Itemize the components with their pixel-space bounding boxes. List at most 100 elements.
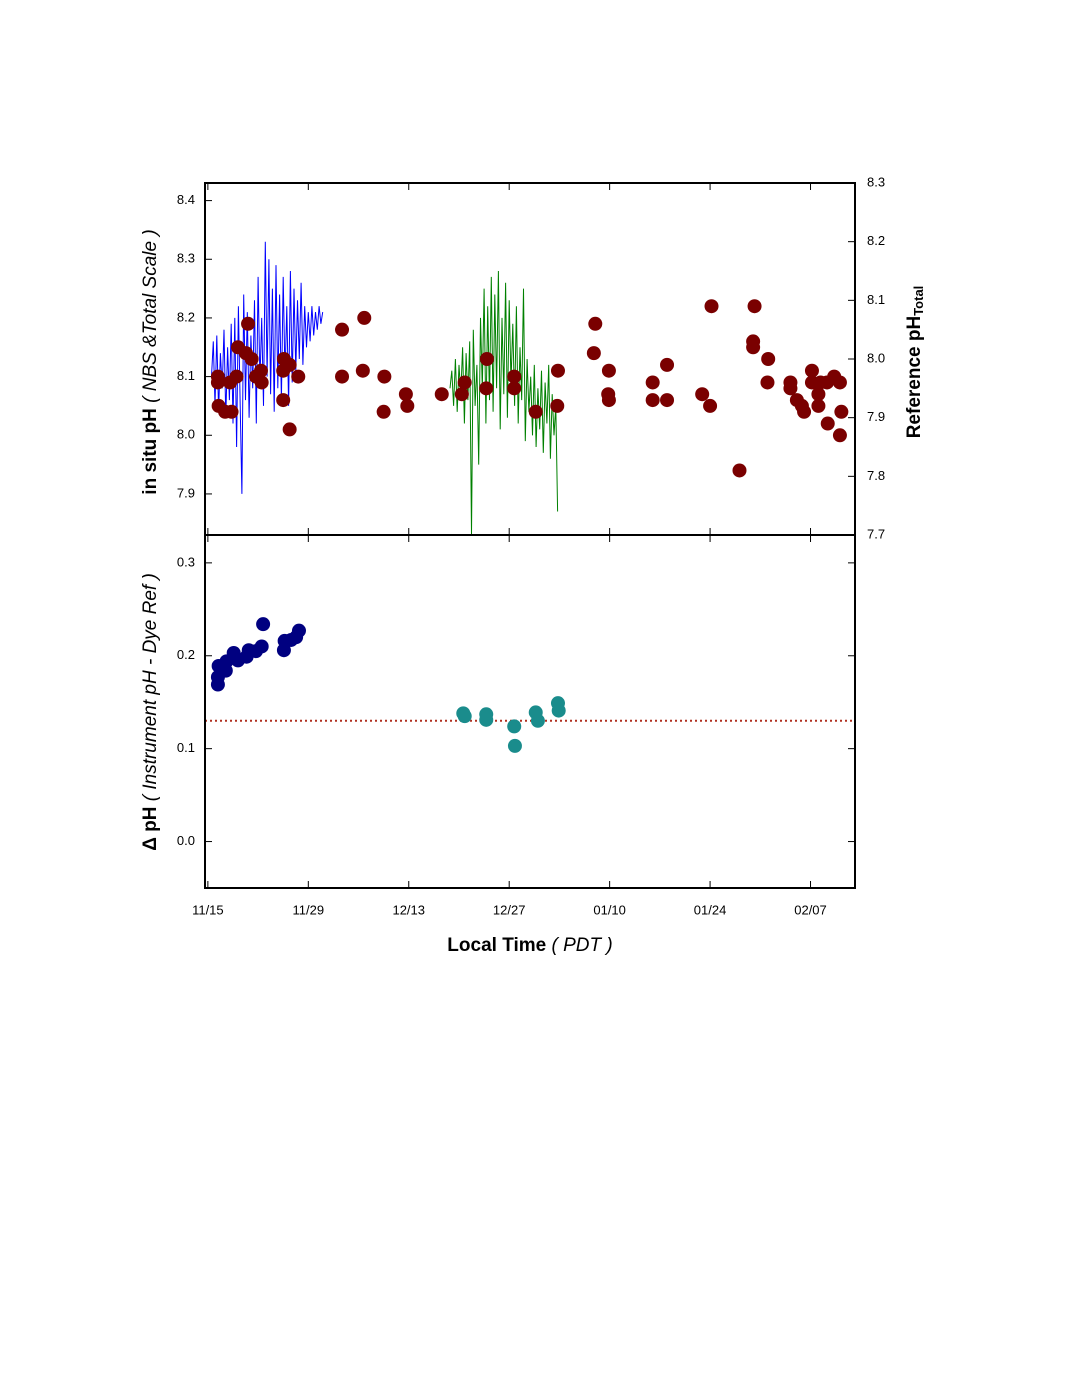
y-tick-label: 8.4 bbox=[177, 192, 195, 207]
y2-tick-label: 8.2 bbox=[867, 233, 885, 248]
point bbox=[645, 393, 660, 408]
point bbox=[832, 375, 847, 390]
point bbox=[254, 375, 269, 390]
point bbox=[229, 369, 244, 384]
point bbox=[832, 428, 847, 443]
point bbox=[224, 404, 239, 419]
y2-tick-label: 7.7 bbox=[867, 526, 885, 541]
point bbox=[291, 623, 306, 638]
point bbox=[434, 387, 449, 402]
point bbox=[282, 422, 297, 437]
point bbox=[507, 381, 522, 396]
point bbox=[811, 398, 826, 413]
y2-tick-label: 7.9 bbox=[867, 409, 885, 424]
x-tick-label: 12/27 bbox=[493, 902, 526, 917]
point bbox=[291, 369, 306, 384]
y-tick-label: 0.1 bbox=[177, 740, 195, 755]
point bbox=[241, 316, 256, 331]
y-label: in situ pH bbox=[140, 408, 161, 495]
x-tick-label: 02/07 bbox=[794, 902, 827, 917]
y-label-note: ( Instrument pH - Dye Ref ) bbox=[140, 573, 161, 801]
point bbox=[377, 369, 392, 384]
y2-tick-label: 8.0 bbox=[867, 350, 885, 365]
point bbox=[760, 375, 775, 390]
point bbox=[811, 387, 826, 402]
point bbox=[479, 352, 494, 366]
point bbox=[550, 363, 565, 378]
point bbox=[732, 463, 747, 478]
point bbox=[507, 369, 522, 384]
point bbox=[601, 363, 616, 378]
y2-axis-title: Reference pHTotal bbox=[904, 286, 926, 439]
point bbox=[355, 363, 370, 378]
y2-tick-label: 8.1 bbox=[867, 292, 885, 307]
point bbox=[357, 310, 372, 325]
point bbox=[282, 357, 297, 372]
point bbox=[747, 299, 762, 314]
point bbox=[479, 381, 494, 396]
point bbox=[253, 363, 268, 378]
y2-tick-label: 7.8 bbox=[867, 468, 885, 483]
plot-frame bbox=[204, 534, 856, 889]
x-tick-label: 01/24 bbox=[694, 902, 727, 917]
y-tick-label: 8.1 bbox=[177, 368, 195, 383]
point bbox=[400, 398, 415, 413]
point bbox=[761, 352, 776, 366]
y-tick-label: 0.0 bbox=[177, 833, 195, 848]
point bbox=[586, 346, 601, 361]
y2-label-sub: Total bbox=[911, 286, 926, 316]
point bbox=[834, 404, 849, 419]
point bbox=[335, 369, 350, 384]
point bbox=[794, 398, 809, 413]
point bbox=[588, 316, 603, 331]
point bbox=[660, 357, 675, 372]
x-tick-label: 01/10 bbox=[593, 902, 626, 917]
point bbox=[746, 340, 761, 355]
x-tick-label: 12/13 bbox=[392, 902, 425, 917]
line bbox=[449, 270, 559, 535]
point bbox=[660, 393, 675, 408]
point bbox=[507, 738, 522, 753]
point bbox=[457, 375, 472, 390]
x-tick-label: 11/15 bbox=[192, 902, 224, 917]
y2-tick-label: 8.3 bbox=[867, 174, 885, 189]
point bbox=[376, 404, 391, 419]
y-label-note: ( NBS &Total Scale ) bbox=[140, 229, 161, 403]
y-tick-label: 8.3 bbox=[177, 251, 195, 266]
point bbox=[254, 639, 269, 654]
y-tick-label: 8.0 bbox=[177, 427, 195, 442]
point bbox=[703, 398, 718, 413]
point bbox=[528, 404, 543, 419]
point bbox=[335, 322, 350, 337]
y2-label: Reference pH bbox=[904, 316, 925, 439]
y-tick-label: 7.9 bbox=[177, 485, 195, 500]
point bbox=[783, 381, 798, 396]
point bbox=[551, 703, 566, 718]
point bbox=[820, 416, 835, 431]
point bbox=[457, 709, 472, 724]
x-tick-label: 11/29 bbox=[293, 902, 325, 917]
y-tick-label: 0.2 bbox=[177, 647, 195, 662]
y-axis-title: Δ pH ( Instrument pH - Dye Ref ) bbox=[140, 573, 161, 851]
point bbox=[479, 712, 494, 727]
point bbox=[695, 387, 710, 402]
point bbox=[530, 713, 545, 728]
point bbox=[645, 375, 660, 390]
y-label: Δ pH bbox=[140, 807, 161, 851]
point bbox=[454, 387, 469, 402]
point bbox=[601, 393, 616, 408]
y-tick-label: 8.2 bbox=[177, 309, 195, 324]
y-tick-label: 0.3 bbox=[177, 554, 195, 569]
point bbox=[704, 299, 719, 314]
point bbox=[256, 617, 271, 632]
point bbox=[804, 363, 819, 378]
point bbox=[507, 719, 522, 734]
point bbox=[210, 375, 225, 390]
point bbox=[244, 352, 259, 366]
point bbox=[550, 398, 565, 413]
point bbox=[276, 393, 291, 408]
point bbox=[398, 387, 413, 402]
x-label-note: ( PDT ) bbox=[551, 935, 612, 956]
x-label: Local Time bbox=[447, 935, 546, 956]
